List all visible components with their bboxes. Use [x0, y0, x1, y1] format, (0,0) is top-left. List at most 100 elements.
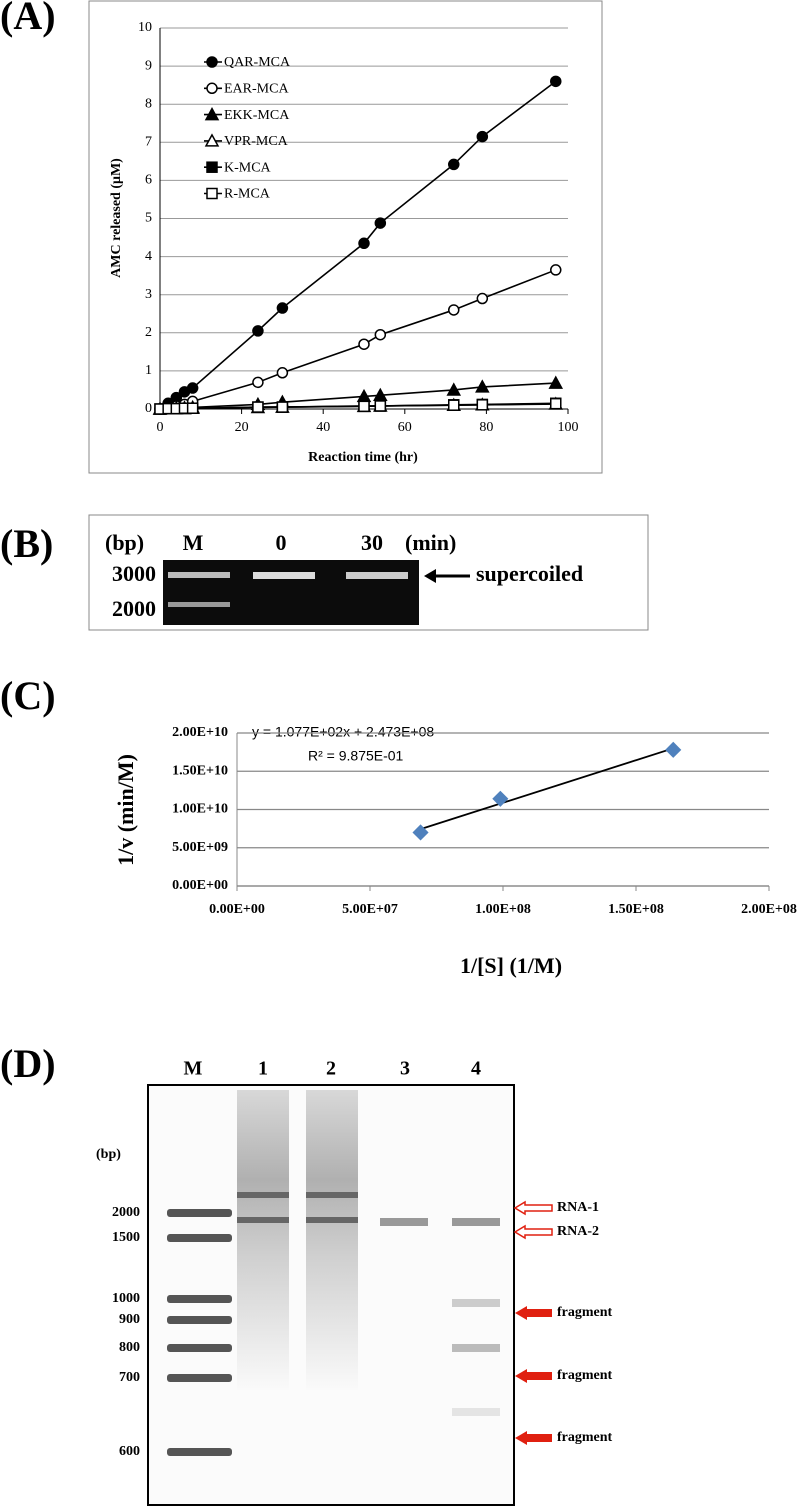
- legend-marker: [204, 107, 220, 121]
- panel-frame: [88, 0, 603, 474]
- size-label: 800: [119, 1340, 140, 1355]
- legend-label: EAR-MCA: [224, 82, 289, 97]
- lane-label: 30: [361, 530, 383, 555]
- panel-label: (D): [0, 1041, 56, 1086]
- size-label: 3000: [112, 561, 156, 586]
- gel-band: [253, 572, 315, 579]
- x-tick-label: 60: [398, 420, 412, 435]
- gel-band: [167, 1209, 232, 1217]
- unit-label: (bp): [105, 530, 144, 555]
- marker: [550, 75, 562, 88]
- lane-label: 2: [326, 1058, 336, 1080]
- y-tick-label: 1.50E+10: [172, 763, 228, 778]
- annotation: RNA-1: [557, 1200, 599, 1215]
- size-label: 1500: [112, 1230, 140, 1245]
- lane-label: 1: [258, 1058, 268, 1080]
- x-tick-label: 2.00E+08: [741, 902, 797, 917]
- marker: [476, 399, 489, 411]
- y-tick-label: 0.00E+00: [172, 878, 228, 893]
- y-tick-label: 2.00E+10: [172, 725, 228, 740]
- marker: [448, 399, 460, 411]
- open-arrow: [513, 1224, 553, 1240]
- lane-label: M: [184, 1058, 203, 1080]
- unit-label: (min): [405, 530, 456, 555]
- size-label: 2000: [112, 1205, 140, 1220]
- gel-band: [452, 1299, 500, 1307]
- marker: [186, 402, 199, 414]
- x-tick-label: 0: [157, 420, 164, 435]
- size-label: 700: [119, 1370, 140, 1385]
- gel-band: [167, 1344, 232, 1352]
- panel-frame: [88, 514, 649, 631]
- gel-smear: [237, 1090, 289, 1390]
- legend-label: VPR-MCA: [224, 134, 289, 149]
- gel-band: [237, 1192, 289, 1198]
- marker: [252, 401, 264, 413]
- open-arrow: [513, 1200, 553, 1216]
- lane-label: 3: [400, 1058, 410, 1080]
- x-axis-title: Reaction time (hr): [308, 450, 418, 465]
- arrow: [515, 1369, 552, 1383]
- marker: [252, 325, 264, 337]
- x-tick-label: 80: [479, 420, 493, 435]
- gel-band: [452, 1344, 500, 1352]
- marker: [448, 304, 460, 316]
- marker: [412, 824, 429, 841]
- gel-band: [306, 1192, 358, 1198]
- panel-label: (A): [0, 0, 56, 38]
- marker: [276, 367, 289, 379]
- panel-label: (C): [0, 673, 56, 718]
- marker: [358, 237, 370, 250]
- panel-label: (B): [0, 521, 53, 566]
- r-squared: R² = 9.875E-01: [308, 748, 404, 764]
- gel-band: [167, 1374, 232, 1382]
- legend-label: K-MCA: [224, 160, 272, 175]
- y-tick-label: 1.00E+10: [172, 802, 228, 817]
- gel-band: [167, 1295, 232, 1303]
- y-tick-label: 7: [145, 135, 152, 150]
- arrow: [515, 1306, 552, 1320]
- x-tick-label: 40: [316, 420, 330, 435]
- annotation: RNA-2: [557, 1224, 599, 1239]
- lane-label: 0: [276, 530, 287, 555]
- annotation: fragment: [557, 1368, 613, 1383]
- marker: [358, 338, 370, 350]
- y-tick-label: 10: [138, 20, 152, 35]
- legend-marker: [206, 161, 218, 173]
- size-label: 1000: [112, 1291, 140, 1306]
- x-axis-title: 1/[S] (1/M): [460, 953, 562, 978]
- marker: [252, 376, 264, 389]
- annotation: supercoiled: [476, 561, 583, 586]
- marker: [475, 379, 490, 393]
- trendline: [420, 747, 674, 831]
- x-tick-label: 1.50E+08: [608, 902, 664, 917]
- x-tick-label: 0.00E+00: [209, 902, 265, 917]
- legend-marker: [204, 133, 220, 147]
- x-tick-label: 20: [235, 420, 249, 435]
- gel-band: [380, 1218, 428, 1226]
- gel-smear: [306, 1090, 358, 1390]
- marker: [548, 375, 564, 389]
- series-line: [159, 80, 557, 410]
- equation: y = 1.077E+02x + 2.473E+08: [252, 724, 434, 740]
- marker: [476, 292, 489, 305]
- legend-marker: [206, 56, 218, 68]
- y-tick-label: 4: [145, 249, 152, 264]
- y-tick-label: 0: [145, 401, 152, 416]
- gel-band: [168, 572, 230, 578]
- marker: [374, 217, 387, 229]
- marker: [476, 130, 489, 143]
- gel-band: [167, 1316, 232, 1324]
- y-tick-label: 3: [145, 287, 152, 302]
- marker: [374, 328, 387, 341]
- marker: [276, 302, 289, 314]
- legend-label: EKK-MCA: [224, 108, 290, 123]
- y-axis-title: AMC released (μM): [109, 158, 124, 278]
- marker: [492, 790, 509, 807]
- y-tick-label: 2: [145, 325, 152, 340]
- x-tick-label: 5.00E+07: [342, 902, 398, 917]
- gel-band: [237, 1217, 289, 1223]
- y-tick-label: 5: [145, 211, 152, 226]
- legend-label: QAR-MCA: [224, 55, 291, 70]
